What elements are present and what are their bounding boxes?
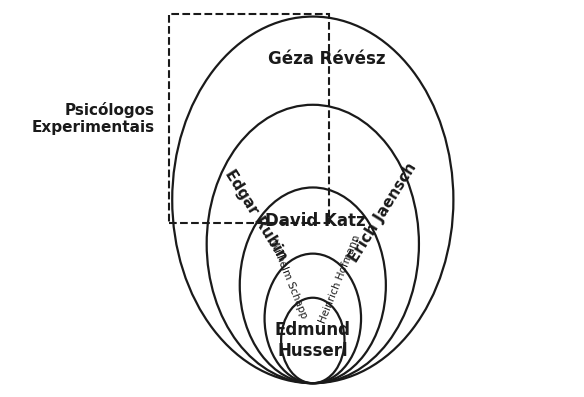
Text: Wilhelm Schapp: Wilhelm Schapp bbox=[267, 239, 308, 320]
Text: Heinrich Hofmann: Heinrich Hofmann bbox=[318, 234, 363, 325]
Text: David Katz: David Katz bbox=[265, 212, 366, 229]
Text: Psicólogos
Experimentais: Psicólogos Experimentais bbox=[31, 102, 154, 135]
Text: Edmund
Husserl: Edmund Husserl bbox=[275, 321, 351, 360]
Text: Géza Révész: Géza Révész bbox=[268, 50, 385, 68]
Text: Edgar Rubin: Edgar Rubin bbox=[223, 167, 290, 263]
Text: Erich Jaensch: Erich Jaensch bbox=[346, 160, 420, 264]
